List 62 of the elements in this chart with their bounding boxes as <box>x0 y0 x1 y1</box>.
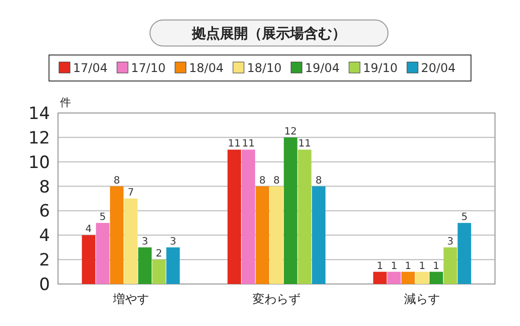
data-label: 1 <box>418 260 426 272</box>
legend-label: 19/10 <box>363 61 398 75</box>
y-tick-label: 6 <box>39 202 50 222</box>
data-label: 3 <box>170 236 176 248</box>
bar <box>96 222 110 284</box>
data-label: 1 <box>390 260 398 272</box>
legend-label: 18/04 <box>189 61 224 75</box>
data-label: 1 <box>433 260 440 272</box>
x-tick-label: 増やす <box>112 292 149 306</box>
data-label: 2 <box>156 248 162 260</box>
bar <box>110 186 124 284</box>
data-label: 4 <box>85 224 92 236</box>
data-label: 11 <box>298 138 312 150</box>
data-label: 1 <box>404 260 412 272</box>
legend-label: 18/10 <box>247 61 282 75</box>
legend-label: 17/10 <box>131 61 166 75</box>
bar <box>387 272 401 284</box>
bar <box>312 186 326 284</box>
bar <box>270 186 284 284</box>
bar <box>458 222 472 284</box>
data-label: 5 <box>461 212 468 223</box>
data-label: 8 <box>259 175 266 186</box>
data-label: 11 <box>228 138 241 150</box>
bar <box>284 137 298 284</box>
data-label: 3 <box>142 236 148 248</box>
data-label: 8 <box>114 175 120 186</box>
legend-label: 17/04 <box>73 61 108 75</box>
data-label: 5 <box>100 212 106 223</box>
chart-title: 拠点展開（展示場含む） <box>191 26 346 42</box>
bar <box>401 272 415 284</box>
bar <box>124 198 138 284</box>
y-tick-label: 12 <box>28 128 50 148</box>
data-label: 1 <box>376 260 384 272</box>
data-label: 3 <box>447 236 454 248</box>
legend-label: 19/04 <box>305 61 340 75</box>
data-label: 7 <box>128 188 134 198</box>
bar <box>256 186 270 284</box>
data-label: 12 <box>284 126 297 138</box>
y-tick-label: 2 <box>39 250 50 271</box>
y-tick-label: 8 <box>39 177 50 198</box>
y-tick-label: 10 <box>28 152 50 173</box>
bar <box>166 247 180 284</box>
bar <box>373 272 387 284</box>
bar <box>138 247 152 284</box>
legend-label: 20/04 <box>421 61 456 75</box>
y-tick-label: 14 <box>28 104 50 124</box>
x-tick-label: 変わらず <box>252 292 300 306</box>
data-label: 11 <box>242 138 255 150</box>
data-label: 8 <box>273 175 280 186</box>
x-tick-label: 減らす <box>404 292 440 306</box>
y-tick-label: 4 <box>39 226 50 246</box>
bar <box>429 272 443 284</box>
data-label: 8 <box>316 175 322 186</box>
bar <box>415 272 429 284</box>
bar <box>82 235 96 284</box>
bar <box>242 150 256 284</box>
bar <box>298 150 312 284</box>
bar <box>444 247 458 284</box>
bar <box>152 260 166 284</box>
y-tick-label: 0 <box>39 275 50 295</box>
bar <box>228 150 242 284</box>
y-axis-title: 件 <box>60 96 71 109</box>
